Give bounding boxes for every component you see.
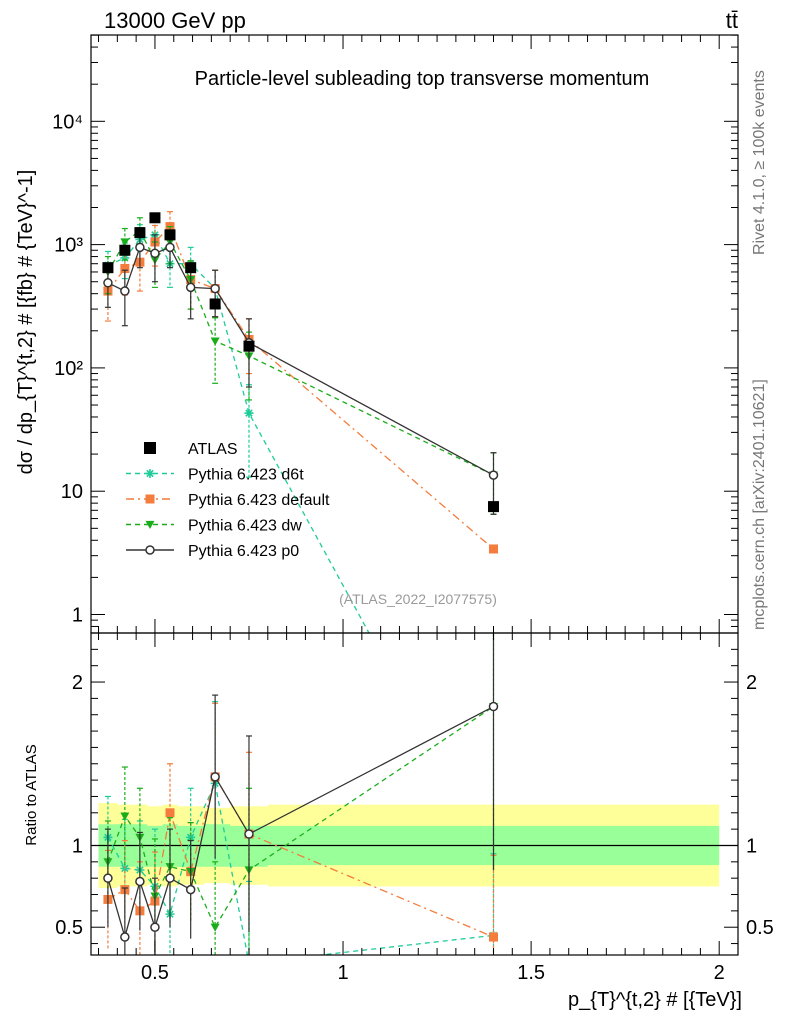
- series-atlas-point-6: [209, 298, 221, 310]
- ratio-ytick-label-left-2: 2: [72, 672, 83, 694]
- ratio-ytick-label-left-1: 1: [72, 835, 83, 857]
- series-default-point-8: [488, 544, 498, 554]
- series-p0-point-5: [185, 282, 196, 293]
- legend-entry-atlas: ATLAS: [144, 441, 238, 458]
- ratio-series-p0-point-3: [150, 922, 160, 932]
- legend-marker-d6t: [145, 469, 155, 478]
- legend-label-p0: Pythia 6.423 p0: [188, 543, 299, 560]
- main-ytick-label-1: 10: [61, 481, 83, 503]
- ratio-series-dw-point-1: [120, 812, 130, 821]
- series-default-point-1: [120, 264, 130, 274]
- series-atlas-point-4: [164, 229, 176, 241]
- legend-label-atlas: ATLAS: [188, 441, 238, 458]
- series-d6t: [103, 218, 370, 633]
- ratio-series-p0-point-5: [185, 884, 196, 895]
- legend-marker-dw: [145, 520, 155, 529]
- ratio-ytick-label-right-2: 2: [746, 672, 757, 694]
- legend-marker-p0: [145, 545, 155, 555]
- plot-title: Particle-level subleading top transverse…: [195, 68, 650, 90]
- legend-marker-atlas: [144, 442, 156, 454]
- ratio-series-d6t-point-7: [244, 959, 253, 968]
- ratio-series-d6t-point-5: [186, 832, 196, 842]
- main-ytick-label-0: 1: [72, 605, 83, 627]
- ratio-series-default-point-8: [488, 932, 498, 942]
- legend: ATLAS Pythia 6.423 d6t Pythia 6.423 defaul…: [126, 441, 330, 560]
- ratio-series-p0: [103, 633, 499, 955]
- series-p0-point-3: [150, 248, 160, 259]
- legend-marker-default: [145, 494, 155, 504]
- ratio-series-group: [103, 633, 499, 968]
- x-tick-label-3: 2: [714, 962, 725, 984]
- x-tick-label-1: 1: [337, 962, 348, 984]
- series-p0-point-2: [135, 242, 145, 253]
- series-d6t-point-7: [244, 408, 254, 418]
- series-p0-point-6: [210, 283, 220, 294]
- main-y-axis-label: dσ / dp_{T}^{t,2} # [{fb} # {TeV}^-1]: [15, 170, 37, 475]
- series-d6t-line: [107, 234, 370, 633]
- analysis-id: (ATLAS_2022_I2077575): [339, 591, 497, 607]
- ratio-series-p0-point-6: [210, 772, 220, 782]
- main-series-group: [102, 211, 499, 633]
- ratio-series-p0-point-7: [244, 829, 254, 839]
- series-atlas-point-2: [134, 227, 146, 239]
- ratio-series-p0-point-2: [135, 876, 145, 887]
- ratio-series-dw-point-6: [210, 923, 220, 932]
- series-p0-point-0: [103, 278, 113, 288]
- main-ytick-label-3: 10³: [54, 235, 83, 257]
- ratio-y-axis-label: Ratio to ATLAS: [23, 744, 40, 845]
- series-dw-point-1: [120, 238, 130, 247]
- series-p0-point-4: [165, 242, 175, 253]
- legend-entry-p0: Pythia 6.423 p0: [126, 543, 299, 560]
- ratio-series-d6t-line: [107, 781, 494, 955]
- series-p0-point-1: [120, 286, 130, 296]
- series-atlas: [102, 212, 499, 513]
- side-label-bottom: mcplots.cern.ch [arXiv:2401.10621]: [751, 379, 768, 630]
- ratio-panel: 0.5 0.5 1 1 2 2 0.5 1 1.5 2: [55, 632, 774, 984]
- series-atlas-point-8: [487, 501, 499, 513]
- ratio-series-dw: [103, 633, 498, 955]
- series-atlas-point-3: [149, 212, 161, 224]
- ratio-series-p0-point-1: [120, 932, 130, 942]
- ratio-series-default-point-4: [165, 808, 175, 818]
- series-p0-line: [107, 246, 494, 476]
- main-ytick-label-4: 10⁴: [52, 111, 83, 133]
- x-tick-label-0: 0.5: [141, 962, 169, 984]
- series-atlas-point-0: [102, 262, 114, 274]
- ratio-series-p0-point-0: [103, 873, 113, 883]
- legend-entry-default: Pythia 6.423 default: [126, 492, 330, 509]
- series-dw-point-6: [210, 337, 220, 346]
- process-label: tt̄: [726, 8, 738, 33]
- energy-label: 13000 GeV pp: [104, 8, 246, 33]
- legend-entry-d6t: Pythia 6.423 d6t: [126, 467, 304, 484]
- x-tick-label-2: 1.5: [517, 962, 545, 984]
- legend-label-d6t: Pythia 6.423 d6t: [188, 467, 304, 484]
- legend-label-dw: Pythia 6.423 dw: [188, 518, 302, 535]
- legend-entry-dw: Pythia 6.423 dw: [126, 518, 302, 535]
- series-dw-line: [107, 229, 494, 476]
- series-p0-point-8: [488, 470, 499, 480]
- ratio-series-p0-point-4: [165, 873, 175, 883]
- series-atlas-point-1: [119, 244, 131, 256]
- ratio-frame: [90, 632, 739, 956]
- main-ytick-label-2: 10²: [54, 358, 83, 380]
- side-label-top: Rivet 4.1.0, ≥ 100k events: [751, 70, 768, 255]
- ratio-series-p0-point-8: [488, 701, 499, 712]
- series-atlas-point-7: [243, 340, 255, 352]
- legend-label-default: Pythia 6.423 default: [188, 492, 330, 509]
- ratio-series-dw-line: [107, 706, 494, 929]
- main-panel: 1 10 10² 10³ 10⁴: [52, 34, 739, 634]
- ratio-ytick-label-right-0: 0.5: [746, 917, 774, 939]
- ratio-ytick-label-left-0: 0.5: [55, 917, 83, 939]
- series-atlas-point-5: [185, 262, 197, 274]
- ratio-ytick-label-right-1: 1: [746, 835, 757, 857]
- x-axis-label: p_{T}^{t,2} # [{TeV}]: [568, 989, 742, 1011]
